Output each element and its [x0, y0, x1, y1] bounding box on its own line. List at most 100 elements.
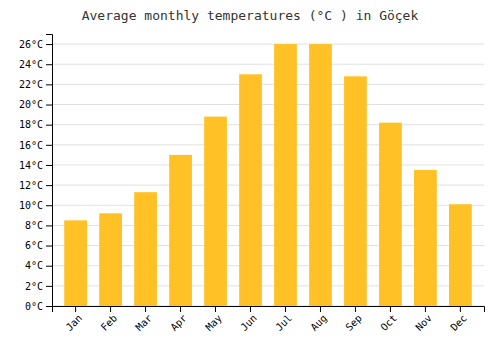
x-tick: May [203, 306, 224, 333]
y-tick-label: 0°C [25, 301, 43, 312]
y-tick: 24°C [19, 59, 52, 70]
y-tick-label: 16°C [19, 140, 43, 151]
grid [52, 44, 484, 306]
y-tick: 20°C [19, 99, 52, 110]
y-tick-mark [46, 266, 52, 267]
y-tick-mark [46, 306, 52, 307]
y-tick-mark [46, 84, 52, 85]
y-tick: 18°C [19, 119, 52, 130]
x-tick-mark [285, 306, 286, 312]
bar [64, 220, 87, 306]
y-tick: 0°C [25, 301, 52, 312]
y-tick-mark [46, 246, 52, 247]
bar [309, 44, 332, 306]
grid-line [52, 124, 484, 125]
y-tick: 26°C [19, 39, 52, 50]
x-tick-mark [75, 306, 76, 312]
y-tick-mark [46, 286, 52, 287]
y-axis-line [46, 35, 53, 307]
y-tick: 2°C [25, 281, 52, 292]
y-tick-mark [46, 64, 52, 65]
x-tick-label: Sep [343, 312, 364, 333]
x-tick-mark [390, 306, 391, 312]
x-tick-label: Mar [134, 312, 155, 333]
y-tick: 16°C [19, 140, 52, 151]
x-tick-label: Apr [168, 312, 189, 333]
grid-line [52, 64, 484, 65]
y-tick-label: 18°C [19, 119, 43, 130]
grid-line [52, 104, 484, 105]
y-tick-mark [46, 225, 52, 226]
x-tick-label: May [203, 312, 224, 333]
bar [449, 204, 472, 306]
x-tick-label: Feb [99, 312, 120, 333]
bar [274, 44, 297, 306]
grid-line [52, 144, 484, 145]
x-tick-mark [320, 306, 321, 312]
x-tick: Nov [413, 306, 434, 333]
x-tick-label: Jan [64, 312, 85, 333]
y-tick: 14°C [19, 160, 52, 171]
x-tick-label: Dec [448, 312, 469, 333]
x-tick-mark [110, 306, 111, 312]
y-tick-label: 4°C [25, 260, 43, 271]
y-tick-label: 24°C [19, 59, 43, 70]
y-tick-label: 2°C [25, 281, 43, 292]
x-tick-mark [215, 306, 216, 312]
x-tick-label: Oct [378, 312, 399, 333]
y-tick: 10°C [19, 200, 52, 211]
y-tick-label: 20°C [19, 99, 43, 110]
x-tick-mark [355, 306, 356, 312]
x-tick: Apr [168, 306, 189, 333]
x-tick-mark [145, 306, 146, 312]
bar [99, 213, 122, 306]
bar [204, 117, 227, 306]
x-tick: Feb [99, 306, 120, 333]
x-tick: Oct [378, 306, 399, 333]
x-tick-mark [425, 306, 426, 312]
x-tick: Dec [448, 306, 469, 333]
y-tick-label: 10°C [19, 200, 43, 211]
x-axis: Jan Feb Mar Apr May Jun Jul Aug Sep Oct Nov Dec [53, 306, 485, 333]
y-tick: 12°C [19, 180, 52, 191]
x-tick: Sep [343, 306, 364, 333]
x-tick-label: Nov [413, 312, 434, 333]
bar [379, 123, 402, 306]
y-tick: 6°C [25, 240, 52, 251]
bar [344, 76, 367, 306]
bar [414, 170, 437, 306]
y-tick-label: 26°C [19, 39, 43, 50]
x-tick-mark [250, 306, 251, 312]
y-tick-mark [46, 185, 52, 186]
x-tick: Jun [238, 306, 259, 333]
y-tick-label: 8°C [25, 220, 43, 231]
y-tick-mark [46, 205, 52, 206]
grid-line [52, 44, 484, 45]
y-axis: 0°C 2°C 4°C 6°C 8°C 10°C 12°C 14°C 16°C 18°C 20°C 2… [19, 35, 53, 312]
y-tick-label: 14°C [19, 160, 43, 171]
y-tick-mark [46, 44, 52, 45]
y-tick: 4°C [25, 260, 52, 271]
x-tick-label: Jun [238, 312, 259, 333]
bars [64, 44, 472, 306]
grid-line [52, 84, 484, 85]
plot: 0°C 2°C 4°C 6°C 8°C 10°C 12°C 14°C 16°C 18°C 20°C 2… [19, 35, 485, 333]
bar [239, 74, 262, 306]
grid-line [52, 164, 484, 165]
y-tick-label: 22°C [19, 79, 43, 90]
y-tick-mark [46, 125, 52, 126]
x-tick: Aug [308, 306, 329, 333]
x-tick-label: Jul [273, 312, 294, 333]
y-tick-mark [46, 105, 52, 106]
x-tick-mark [460, 306, 461, 312]
y-tick-mark [46, 145, 52, 146]
x-tick: Jan [64, 306, 85, 333]
title: Average monthly temperatures (°C ) in Gö… [82, 8, 419, 23]
y-tick: 8°C [25, 220, 52, 231]
y-tick-label: 6°C [25, 240, 43, 251]
chart: 0°C 2°C 4°C 6°C 8°C 10°C 12°C 14°C 16°C 18°C 20°C 2… [0, 0, 500, 350]
bar [134, 192, 157, 306]
x-axis-line [53, 307, 485, 313]
bar [169, 155, 192, 306]
x-tick-mark [180, 306, 181, 312]
